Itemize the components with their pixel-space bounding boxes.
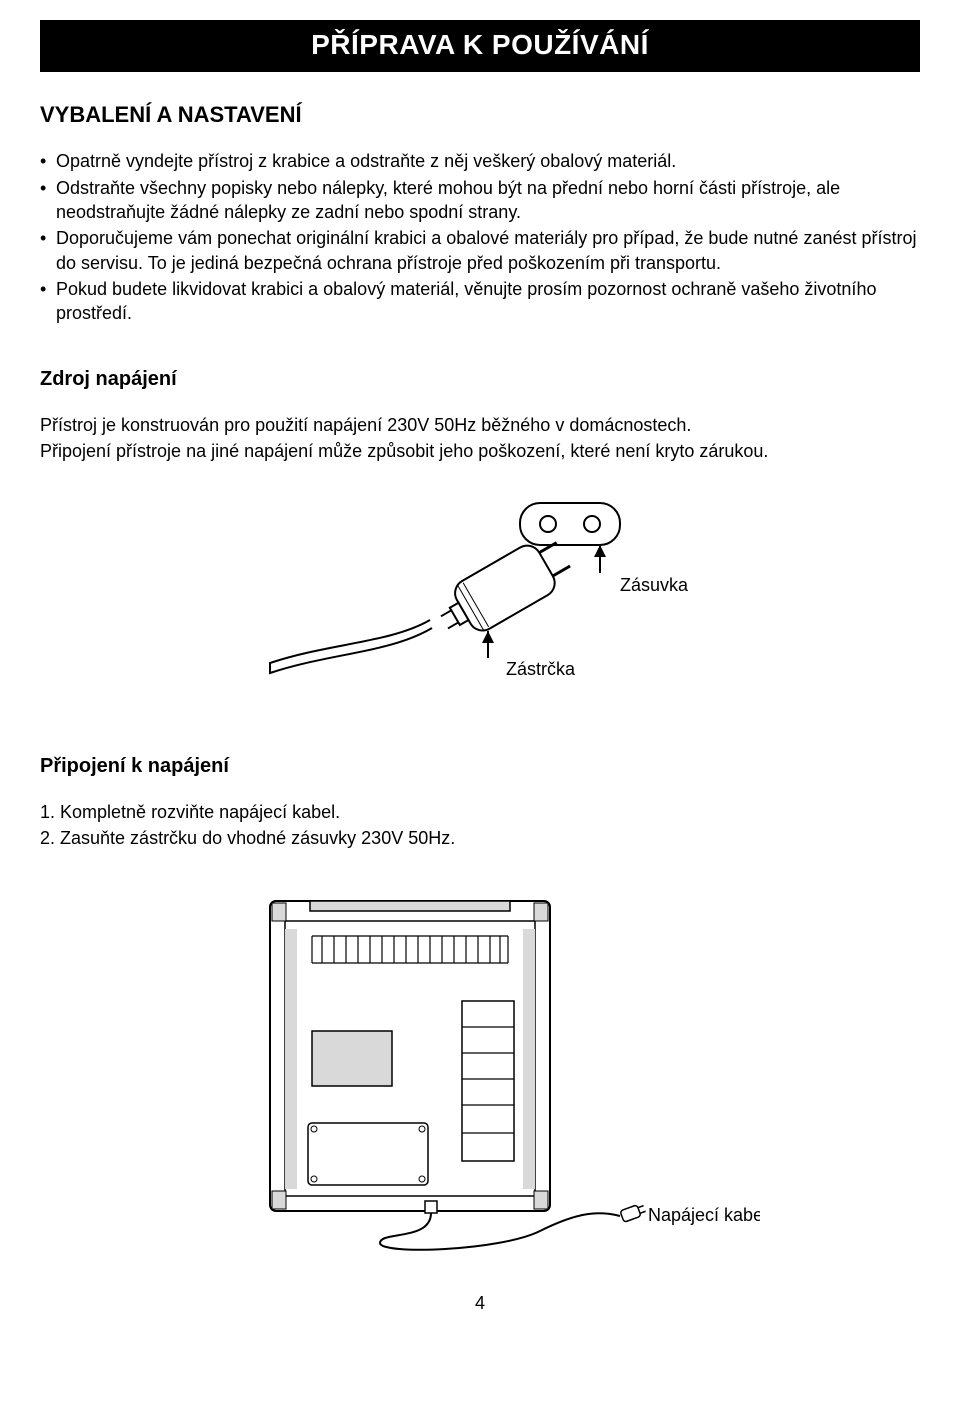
section-heading-vybaleni: VYBALENÍ A NASTAVENÍ (40, 100, 920, 130)
ordered-item: 1. Kompletně rozviňte napájecí kabel. (40, 800, 920, 824)
figure1-label-plug: Zástrčka (506, 659, 576, 679)
list-item: Pokud budete likvidovat krabici a obalov… (40, 277, 920, 326)
page-title-bar: PŘÍPRAVA K POUŽÍVÁNÍ (40, 20, 920, 72)
figure-plug-outlet: Zásuvka Zástrčka (40, 493, 920, 713)
list-item: Odstraňte všechny popisky nebo nálepky, … (40, 176, 920, 225)
paragraph: Připojení přístroje na jiné napájení můž… (40, 439, 920, 463)
figure1-label-outlet: Zásuvka (620, 575, 689, 595)
list-item: Doporučujeme vám ponechat originální kra… (40, 226, 920, 275)
ordered-item: 2. Zasuňte zástrčku do vhodné zásuvky 23… (40, 826, 920, 850)
figure-device-cord: Napájecí kabel (40, 881, 920, 1261)
section-heading-zdroj: Zdroj napájení (40, 366, 920, 393)
bullet-list-vybaleni: Opatrně vyndejte přístroj z krabice a od… (40, 149, 920, 325)
paragraph: Přístroj je konstruován pro použití napá… (40, 413, 920, 437)
page-number: 4 (40, 1291, 920, 1315)
list-item: Opatrně vyndejte přístroj z krabice a od… (40, 149, 920, 173)
ordered-list-pripojeni: 1. Kompletně rozviňte napájecí kabel. 2.… (40, 800, 920, 851)
section-heading-pripojeni: Připojení k napájení (40, 753, 920, 780)
figure2-label-cord: Napájecí kabel (648, 1205, 760, 1225)
